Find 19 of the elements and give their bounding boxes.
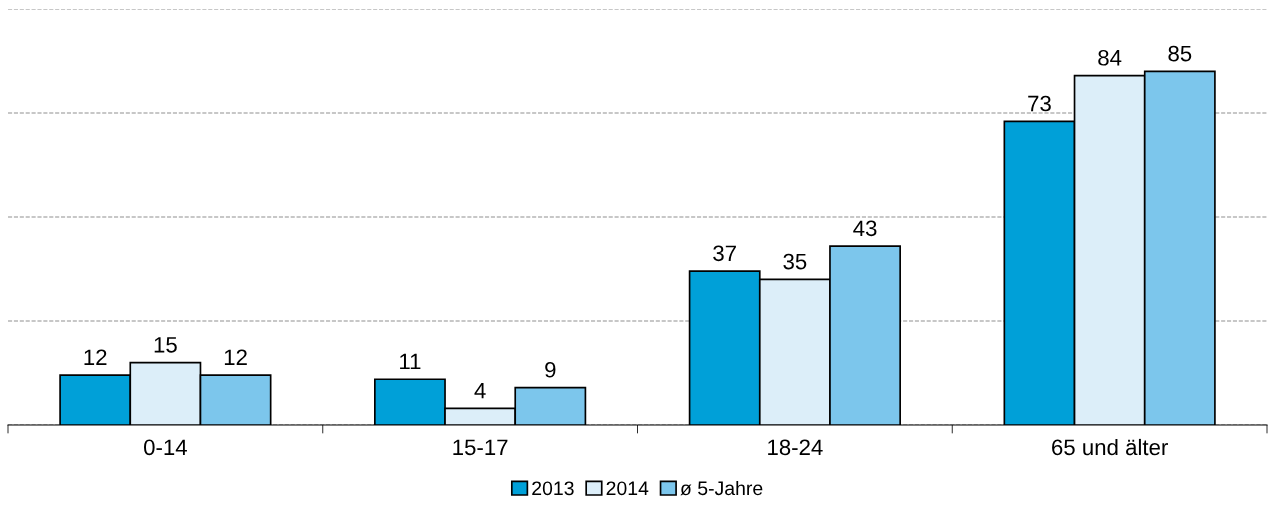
- data-label: 4: [474, 382, 486, 399]
- data-label: 11: [400, 353, 421, 370]
- data-label: 12: [224, 349, 247, 365]
- data-label: 43: [853, 220, 877, 237]
- legend-label: 2013: [532, 481, 574, 496]
- data-label: 84: [1098, 49, 1122, 66]
- x-tick-label: 18-24: [768, 439, 823, 456]
- x-tick-label: 0-14: [144, 439, 187, 456]
- data-label: 35: [783, 253, 807, 270]
- x-tick-label: 65 und älter: [1052, 438, 1168, 456]
- data-label: 73: [1028, 95, 1051, 112]
- x-tick-label: 15-17: [453, 439, 508, 456]
- data-label: 12: [84, 349, 107, 365]
- data-label: 15: [154, 337, 177, 353]
- data-label: 37: [713, 245, 736, 262]
- legend-label: ø 5-Jahre: [680, 480, 763, 496]
- data-label: 9: [545, 361, 556, 378]
- data-label: 85: [1168, 45, 1192, 62]
- legend-label: 2014: [606, 481, 649, 496]
